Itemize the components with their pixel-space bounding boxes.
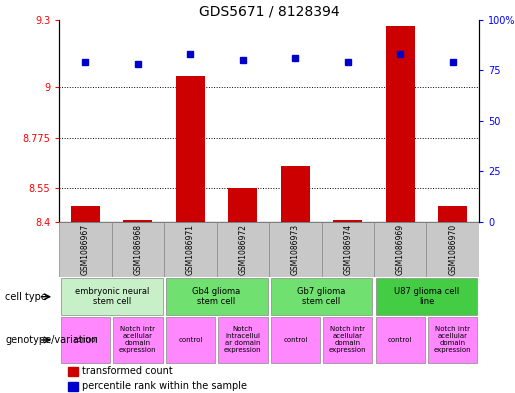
Text: Notch intr
acellular
domain
expression: Notch intr acellular domain expression [329, 327, 367, 353]
Text: percentile rank within the sample: percentile rank within the sample [82, 381, 247, 391]
Text: GSM1086967: GSM1086967 [81, 224, 90, 275]
Bar [281, 166, 310, 222]
Text: Gb7 glioma
stem cell: Gb7 glioma stem cell [297, 287, 346, 307]
Bar [426, 222, 479, 277]
Text: GSM1086974: GSM1086974 [344, 224, 352, 275]
Bar [67, 382, 78, 391]
Text: GSM1086970: GSM1086970 [448, 224, 457, 275]
Text: GSM1086968: GSM1086968 [133, 224, 143, 275]
Bar [428, 317, 477, 363]
Bar [271, 317, 320, 363]
Bar [218, 317, 267, 363]
Text: control: control [73, 337, 98, 343]
Bar [61, 317, 110, 363]
Text: transformed count: transformed count [82, 367, 173, 376]
Bar [438, 206, 467, 222]
Text: embryonic neural
stem cell: embryonic neural stem cell [75, 287, 149, 307]
Text: cell type: cell type [5, 292, 47, 302]
Text: GSM1086969: GSM1086969 [396, 224, 405, 275]
Bar [321, 222, 374, 277]
Text: GSM1086973: GSM1086973 [291, 224, 300, 275]
Bar [323, 317, 372, 363]
Bar [375, 278, 477, 315]
Bar [176, 76, 205, 222]
Bar [166, 317, 215, 363]
Bar [386, 26, 415, 222]
Text: U87 glioma cell
line: U87 glioma cell line [394, 287, 459, 307]
Text: control: control [178, 337, 202, 343]
Bar [166, 278, 267, 315]
Bar [271, 278, 372, 315]
Bar [374, 222, 426, 277]
Bar [124, 220, 152, 222]
Text: control: control [388, 337, 413, 343]
Bar [229, 188, 258, 222]
Text: GSM1086971: GSM1086971 [186, 224, 195, 275]
Bar [59, 222, 112, 277]
Text: Notch
intracellul
ar domain
expression: Notch intracellul ar domain expression [224, 327, 262, 353]
Bar [61, 278, 163, 315]
Bar [113, 317, 163, 363]
Title: GDS5671 / 8128394: GDS5671 / 8128394 [199, 4, 339, 18]
Bar [333, 220, 362, 222]
Text: control: control [283, 337, 307, 343]
Text: Notch intr
acellular
domain
expression: Notch intr acellular domain expression [434, 327, 472, 353]
Text: GSM1086972: GSM1086972 [238, 224, 247, 275]
Bar [164, 222, 217, 277]
Bar [375, 317, 425, 363]
Bar [67, 367, 78, 376]
Bar [217, 222, 269, 277]
Text: Notch intr
acellular
domain
expression: Notch intr acellular domain expression [119, 327, 157, 353]
Text: genotype/variation: genotype/variation [5, 335, 98, 345]
Bar [71, 206, 100, 222]
Bar [112, 222, 164, 277]
Text: Gb4 glioma
stem cell: Gb4 glioma stem cell [193, 287, 241, 307]
Bar [269, 222, 321, 277]
